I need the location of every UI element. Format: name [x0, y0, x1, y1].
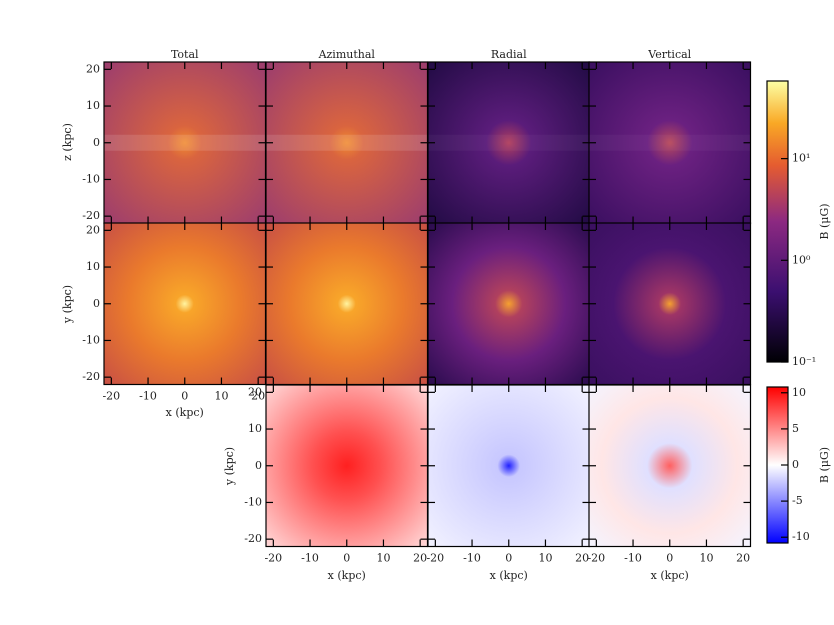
y-tick-label: -20	[82, 370, 100, 383]
x-axis-label: x (kpc)	[328, 569, 366, 582]
y-tick-label: 10	[86, 260, 100, 273]
x-tick-label: -10	[301, 552, 319, 565]
image-panel	[104, 223, 266, 385]
disk-band	[104, 134, 266, 151]
y-tick-label: 0	[93, 297, 100, 310]
image-panel	[266, 385, 428, 547]
colorbar-tick-label: -5	[792, 494, 803, 507]
x-tick-label: -20	[426, 552, 444, 565]
x-tick-label: 0	[505, 552, 512, 565]
colorbar-tick-label: 5	[792, 422, 799, 435]
y-tick-label: 20	[248, 385, 262, 398]
colorbar-tick-label: -10	[792, 530, 810, 543]
colorbar	[767, 387, 788, 543]
column-title: Vertical	[647, 48, 691, 61]
y-tick-label: -10	[244, 495, 262, 508]
image-panel	[266, 62, 428, 224]
x-tick-label: 10	[214, 390, 228, 403]
x-tick-label: -10	[624, 552, 642, 565]
x-tick-label: 10	[699, 552, 713, 565]
x-axis-label: x (kpc)	[651, 569, 689, 582]
image-panel	[589, 62, 751, 224]
y-tick-label: -20	[82, 209, 100, 222]
image-panel	[428, 223, 590, 385]
x-tick-label: -20	[587, 552, 605, 565]
disk-band	[428, 134, 590, 151]
column-title: Azimuthal	[318, 48, 376, 61]
colorbar-tick-label: 10	[792, 386, 806, 399]
x-axis-label: x (kpc)	[166, 406, 204, 419]
x-tick-label: 10	[376, 552, 390, 565]
x-tick-label: -10	[139, 390, 157, 403]
x-tick-label: -10	[463, 552, 481, 565]
image-panel	[589, 385, 751, 547]
colorbar-tick-label: 0	[792, 458, 799, 471]
image-panel	[104, 62, 266, 224]
y-tick-label: 0	[93, 136, 100, 149]
colorbar-tick-label: 10¹	[792, 152, 810, 165]
disk-band	[266, 134, 428, 151]
disk-band	[589, 134, 751, 151]
colorbar-tick-label: 10⁻¹	[792, 355, 816, 368]
colorbar-label: B (μG)	[818, 447, 831, 483]
y-tick-label: 10	[86, 99, 100, 112]
y-tick-label: 20	[86, 62, 100, 75]
x-tick-label: 20	[413, 552, 427, 565]
x-tick-label: 0	[181, 390, 188, 403]
image-panel	[266, 223, 428, 385]
x-tick-label: 20	[736, 552, 750, 565]
y-axis-label: z (kpc)	[61, 123, 74, 161]
colorbar-tick-label: 10⁰	[792, 253, 811, 266]
x-tick-label: 10	[538, 552, 552, 565]
colorbar-label: B (μG)	[818, 203, 831, 239]
y-tick-label: 0	[255, 459, 262, 472]
x-tick-label: 20	[575, 552, 589, 565]
image-panel	[428, 385, 590, 547]
column-title: Radial	[491, 48, 527, 61]
x-axis-label: x (kpc)	[490, 569, 528, 582]
y-tick-label: 10	[248, 422, 262, 435]
colorbar	[767, 81, 788, 362]
y-tick-label: -20	[244, 532, 262, 545]
image-panel	[589, 223, 751, 385]
colorbar-frame	[766, 80, 789, 363]
y-tick-label: -10	[82, 172, 100, 185]
x-tick-label: 0	[666, 552, 673, 565]
y-tick-label: 20	[86, 223, 100, 236]
image-panel	[428, 62, 590, 224]
x-tick-label: 0	[343, 552, 350, 565]
y-axis-label: y (kpc)	[223, 447, 236, 486]
x-tick-label: -20	[102, 390, 120, 403]
x-tick-label: 20	[251, 390, 265, 403]
y-axis-label: y (kpc)	[61, 285, 74, 324]
column-title: Total	[171, 48, 199, 61]
y-tick-label: -10	[82, 333, 100, 346]
x-tick-label: -20	[264, 552, 282, 565]
